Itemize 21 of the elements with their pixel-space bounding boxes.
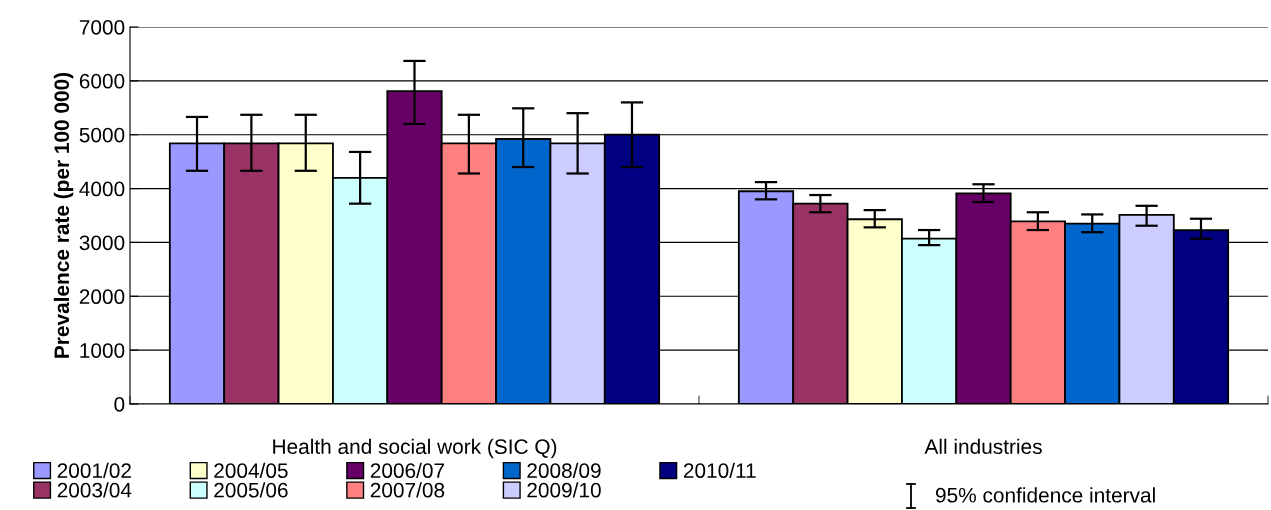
y-axis-title: Prevalence rate (per 100 000) — [53, 72, 74, 358]
legend-label: 2003/04 — [57, 482, 132, 498]
y-tick-label: 2000 — [79, 289, 125, 305]
legend-label: 2008/09 — [527, 462, 601, 479]
y-tick-label: 5000 — [79, 127, 125, 143]
y-tick-label: 0 — [114, 397, 125, 412]
legend-label: 2004/05 — [214, 462, 288, 479]
y-tick-label: 3000 — [79, 235, 125, 251]
x-tick-label: All industries — [924, 438, 1042, 455]
legend-label: 2009/10 — [527, 482, 601, 498]
y-tick-label: 6000 — [79, 73, 125, 89]
legend-label: 2007/08 — [370, 482, 445, 498]
y-tick-label: 7000 — [79, 20, 125, 35]
y-tick-label: 1000 — [80, 343, 125, 358]
x-tick-label: Health and social work (SIC Q) — [273, 438, 557, 459]
legend-label: 2001/02 — [57, 462, 131, 479]
y-tick-label: 4000 — [79, 181, 125, 197]
legend-label: 2006/07 — [370, 462, 445, 479]
legend-label: 2010/11 — [683, 462, 756, 479]
text: 95% confidence interval — [935, 487, 1155, 503]
legend-label: 2005/06 — [214, 482, 288, 498]
